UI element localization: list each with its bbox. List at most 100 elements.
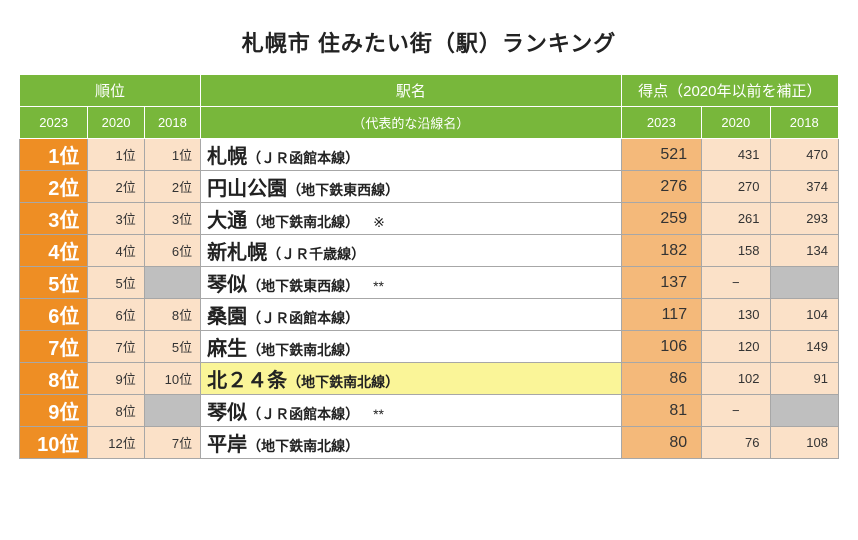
station-note: **	[373, 406, 384, 422]
rank-2020: 2位	[88, 171, 144, 203]
rank-2018	[144, 395, 200, 427]
station-note: ※	[373, 214, 385, 230]
score-2020: −	[702, 395, 770, 427]
score-2023: 137	[621, 267, 701, 299]
table-row: 3位3位3位大通（地下鉄南北線）※259261293	[20, 203, 839, 235]
score-2023: 106	[621, 331, 701, 363]
score-2020: 270	[702, 171, 770, 203]
header-station-sub: （代表的な沿線名）	[201, 107, 622, 139]
rank-2023: 6位	[20, 299, 88, 331]
rank-2018: 1位	[144, 139, 200, 171]
station-name: 大通	[207, 210, 247, 232]
table-row: 9位8位 琴似（ＪＲ函館本線） ** 81−	[20, 395, 839, 427]
rank-2018: 10位	[144, 363, 200, 395]
score-2023: 80	[621, 427, 701, 459]
header-score-2020: 2020	[702, 107, 770, 139]
score-2023: 276	[621, 171, 701, 203]
table-row: 6位6位8位桑園（ＪＲ函館本線）117130104	[20, 299, 839, 331]
score-2023: 521	[621, 139, 701, 171]
station-name: 円山公園	[207, 178, 287, 200]
station-cell: 桑園（ＪＲ函館本線）	[201, 299, 622, 331]
rank-2023: 7位	[20, 331, 88, 363]
station-name: 平岸	[207, 434, 247, 456]
score-2023: 81	[621, 395, 701, 427]
score-2023: 86	[621, 363, 701, 395]
score-2023: 117	[621, 299, 701, 331]
score-2018	[770, 395, 838, 427]
station-name: 新札幌	[207, 242, 267, 264]
score-2018: 293	[770, 203, 838, 235]
station-name: 琴似	[207, 402, 247, 424]
ranking-table: 順位 駅名 得点（2020年以前を補正） 2023 2020 2018 （代表的…	[19, 74, 839, 459]
rank-2020: 1位	[88, 139, 144, 171]
rank-2020: 8位	[88, 395, 144, 427]
score-2018: 149	[770, 331, 838, 363]
table-row: 7位7位5位麻生（地下鉄南北線）106120149	[20, 331, 839, 363]
station-cell: 北２４条（地下鉄南北線）	[201, 363, 622, 395]
station-cell: 琴似（ＪＲ函館本線） **	[201, 395, 622, 427]
station-line: （ＪＲ函館本線）	[247, 406, 359, 422]
score-2020: 102	[702, 363, 770, 395]
page-title: 札幌市 住みたい街（駅）ランキング	[16, 26, 842, 58]
station-line: （地下鉄南北線）	[247, 438, 359, 454]
score-2020: 158	[702, 235, 770, 267]
table-row: 5位5位 琴似（地下鉄東西線） ** 137−	[20, 267, 839, 299]
score-2020: 120	[702, 331, 770, 363]
station-line: （地下鉄東西線）	[247, 278, 359, 294]
rank-2018: 8位	[144, 299, 200, 331]
station-cell: 新札幌（ＪＲ千歳線）	[201, 235, 622, 267]
header-station-top: 駅名	[201, 75, 622, 107]
rank-2020: 4位	[88, 235, 144, 267]
table-header: 順位 駅名 得点（2020年以前を補正） 2023 2020 2018 （代表的…	[20, 75, 839, 139]
table-row: 1位1位1位札幌（ＪＲ函館本線）521431470	[20, 139, 839, 171]
station-line: （ＪＲ函館本線）	[247, 150, 359, 166]
rank-2020: 6位	[88, 299, 144, 331]
table-row: 8位9位10位北２４条（地下鉄南北線）8610291	[20, 363, 839, 395]
station-name: 麻生	[207, 338, 247, 360]
rank-2018	[144, 267, 200, 299]
station-line: （地下鉄南北線）	[247, 214, 359, 230]
rank-2018: 6位	[144, 235, 200, 267]
rank-2023: 3位	[20, 203, 88, 235]
station-line: （地下鉄南北線）	[247, 342, 359, 358]
score-2020: −	[702, 267, 770, 299]
rank-2018: 2位	[144, 171, 200, 203]
table-body: 1位1位1位札幌（ＪＲ函館本線）5214314702位2位2位円山公園（地下鉄東…	[20, 139, 839, 459]
rank-2018: 5位	[144, 331, 200, 363]
score-2020: 261	[702, 203, 770, 235]
rank-2020: 3位	[88, 203, 144, 235]
score-2023: 182	[621, 235, 701, 267]
station-cell: 平岸（地下鉄南北線）	[201, 427, 622, 459]
rank-2023: 10位	[20, 427, 88, 459]
rank-2023: 2位	[20, 171, 88, 203]
station-note: **	[373, 278, 384, 294]
score-2018: 108	[770, 427, 838, 459]
rank-2020: 5位	[88, 267, 144, 299]
score-2018: 104	[770, 299, 838, 331]
header-rank-group: 順位	[20, 75, 201, 107]
rank-2020: 9位	[88, 363, 144, 395]
station-name: 桑園	[207, 306, 247, 328]
rank-2023: 5位	[20, 267, 88, 299]
header-score-2018: 2018	[770, 107, 838, 139]
station-line: （地下鉄東西線）	[287, 182, 399, 198]
rank-2023: 9位	[20, 395, 88, 427]
score-2018: 374	[770, 171, 838, 203]
station-cell: 札幌（ＪＲ函館本線）	[201, 139, 622, 171]
rank-2018: 7位	[144, 427, 200, 459]
rank-2020: 12位	[88, 427, 144, 459]
header-rank-2023: 2023	[20, 107, 88, 139]
station-name: 琴似	[207, 274, 247, 296]
rank-2023: 4位	[20, 235, 88, 267]
rank-2023: 8位	[20, 363, 88, 395]
header-score-group: 得点（2020年以前を補正）	[621, 75, 838, 107]
station-cell: 円山公園（地下鉄東西線）	[201, 171, 622, 203]
table-row: 4位4位6位新札幌（ＪＲ千歳線）182158134	[20, 235, 839, 267]
score-2020: 76	[702, 427, 770, 459]
table-row: 2位2位2位円山公園（地下鉄東西線）276270374	[20, 171, 839, 203]
station-line: （ＪＲ千歳線）	[267, 246, 365, 262]
station-line: （ＪＲ函館本線）	[247, 310, 359, 326]
table-row: 10位12位7位平岸（地下鉄南北線）8076108	[20, 427, 839, 459]
station-cell: 麻生（地下鉄南北線）	[201, 331, 622, 363]
score-2023: 259	[621, 203, 701, 235]
